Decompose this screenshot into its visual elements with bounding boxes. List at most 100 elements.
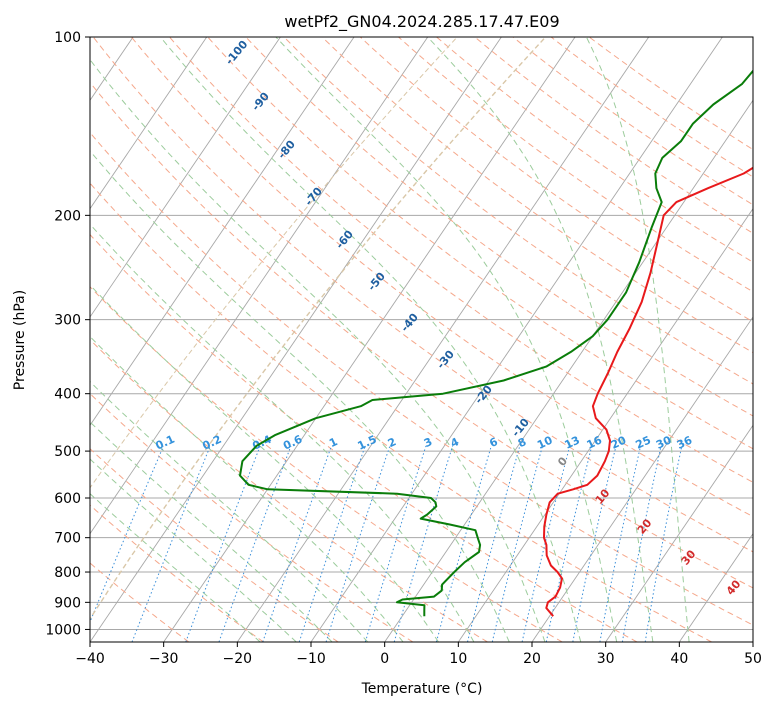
mixing-ratio-line [185, 445, 261, 642]
dry-adiabat-line [90, 131, 753, 626]
y-tick-label: 800 [54, 565, 81, 581]
moist-adiabat-line [275, 37, 618, 642]
dry-adiabat-label: -40 [398, 311, 421, 335]
mixing-ratio-label: 20 [609, 433, 629, 451]
x-tick-label: −40 [75, 651, 105, 667]
mixing-ratio-label: 8 [516, 435, 528, 450]
mixing-ratio-line [218, 445, 292, 642]
mixing-ratio-label: 3 [422, 435, 434, 450]
dry-adiabat-line [550, 37, 753, 178]
isotherm-line [90, 37, 355, 427]
mixing-ratio-line [621, 445, 662, 642]
y-axis-label: Pressure (hPa) [12, 290, 28, 390]
moist-adiabat-line [90, 380, 369, 642]
background-lines [90, 37, 753, 642]
moist-adiabat-line [90, 58, 546, 642]
y-tick-label: 400 [54, 387, 81, 403]
dry-adiabat-label: -90 [249, 90, 272, 114]
mixing-ratio-label: 6 [487, 435, 500, 450]
moist-adiabat-line [90, 223, 475, 642]
x-axis-ticks: −40 −30 −20 −10 0 10 20 30 40 50 [75, 642, 762, 667]
moist-adiabat-label: 40 [724, 577, 744, 597]
mixing-ratio-label: 1.5 [356, 433, 379, 453]
plot-frame [89, 36, 754, 643]
x-tick-label: 30 [597, 651, 615, 667]
dry-adiabat-line [588, 37, 753, 151]
dry-adiabat-line [321, 37, 753, 354]
y-tick-label: 200 [54, 208, 81, 224]
dry-adiabat-line [90, 504, 264, 642]
dry-adiabat-label: -30 [434, 348, 457, 372]
x-tick-label: 20 [523, 651, 541, 667]
mixing-ratio-label: 0.2 [200, 433, 223, 453]
isotherm-line [163, 37, 576, 642]
dry-adiabat-line [397, 37, 753, 293]
dewpoint-profile-line [239, 69, 753, 617]
moist-adiabat-line [90, 493, 261, 642]
isotherm-line [90, 37, 281, 318]
chart-title: wetPf2_GN04.2024.285.17.47.E09 [284, 12, 559, 32]
mixing-ratio-line [325, 445, 391, 642]
dry-adiabat-line [168, 37, 753, 483]
isotherm-line [90, 37, 429, 535]
dry-adiabat-label: -50 [365, 270, 388, 294]
line-labels: -100-90-80-70-60-50-40-30-20-100.1 0.2 0.4… [154, 38, 744, 598]
mixing-ratio-line [644, 445, 683, 642]
mixing-ratio-line [364, 445, 427, 642]
moist-adiabat-label: 0 [555, 454, 570, 468]
isotherm-line [531, 316, 753, 642]
mixing-ratio-line [491, 445, 543, 642]
dry-adiabat-line [512, 37, 753, 206]
dry-adiabat-label: -80 [275, 138, 298, 162]
mixing-ratio-label: 25 [634, 434, 653, 452]
x-tick-label: −20 [223, 651, 253, 667]
moist-adiabat-line [90, 284, 439, 642]
dry-adiabat-line [245, 37, 753, 417]
dry-adiabat-label: -70 [302, 185, 325, 209]
moist-adiabat-label: 10 [593, 486, 613, 506]
mixing-ratio-label: 10 [535, 433, 555, 451]
mixing-ratio-label: 0.6 [281, 432, 304, 452]
moist-adiabat-label: 30 [679, 547, 699, 567]
mixing-ratio-label: 36 [675, 433, 695, 451]
moist-adiabat-line [90, 421, 333, 642]
mixing-ratio-label: 13 [563, 434, 582, 452]
isotherm-line [90, 37, 502, 642]
isotherm-line [236, 37, 650, 642]
x-tick-label: 0 [380, 651, 389, 667]
dry-adiabat-line [90, 285, 563, 642]
mixing-ratio-line [435, 445, 492, 642]
dry-adiabat-line [90, 338, 488, 642]
moist-adiabat-line [90, 335, 404, 642]
arc-line [90, 37, 547, 621]
y-tick-label: 500 [54, 444, 81, 460]
dry-adiabat-line [359, 37, 753, 323]
mixing-ratio-line [298, 445, 366, 642]
isotherm-line [457, 207, 753, 642]
y-axis-ticks: 100 200 300 400 500 600 700 800 900 1000 [45, 30, 90, 638]
dry-adiabat-line [90, 392, 414, 642]
mixing-ratio-label: 30 [654, 433, 674, 451]
moist-adiabat-line [427, 37, 654, 642]
isotherm-line [605, 424, 753, 642]
isotherm-line [752, 641, 753, 642]
y-tick-label: 300 [54, 313, 81, 329]
mixing-ratio-label: 4 [449, 435, 462, 450]
mixing-ratio-label: 1 [327, 435, 339, 450]
profile-series [239, 69, 753, 617]
mixing-ratio-line [545, 445, 593, 642]
isotherm-line [90, 37, 208, 210]
dry-adiabat-line [474, 37, 753, 234]
y-tick-label: 600 [54, 491, 81, 507]
y-tick-label: 100 [54, 30, 81, 46]
dry-adiabat-line [130, 37, 753, 518]
mixing-ratio-label: 16 [585, 433, 605, 451]
mixing-ratio-line [262, 445, 332, 642]
x-axis-label: Temperature (°C) [361, 681, 483, 697]
mixing-ratio-line [599, 445, 642, 642]
x-tick-label: −10 [296, 651, 326, 667]
isotherm-line [384, 99, 753, 642]
temperature-profile-line [543, 166, 753, 617]
dry-adiabat-label: -60 [333, 228, 356, 252]
